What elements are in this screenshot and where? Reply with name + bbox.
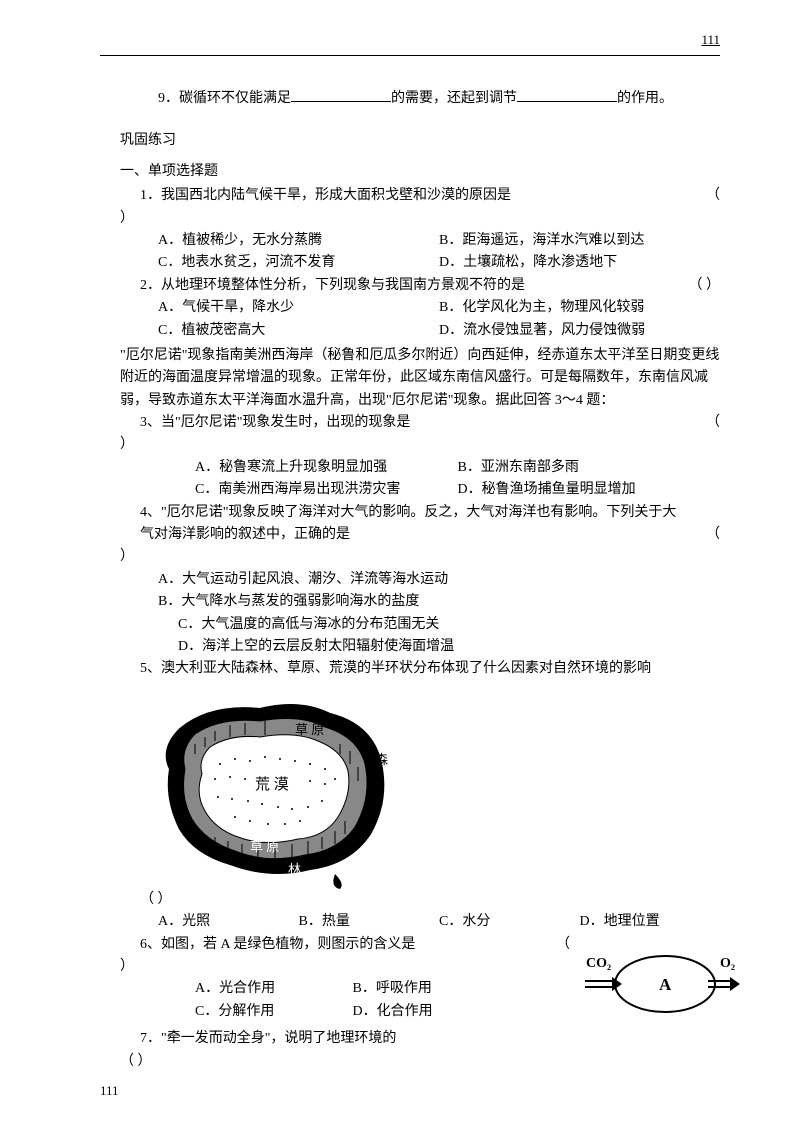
o2-label: O₂ <box>720 956 735 971</box>
q7-paren: （ ） <box>120 1051 720 1073</box>
q1-optB: B．距海遥远，海洋水汽难以到达 <box>439 230 720 252</box>
q2-options: A．气候干旱，降水少 B．化学风化为主，物理风化较弱 C．植被茂密高大 D．流水… <box>120 297 720 342</box>
q3-optA: A．秘鲁寒流上升现象明显加强 <box>195 457 458 479</box>
q1-stem: 1．我国西北内陆气候干旱，形成大面积戈壁和沙漠的原因是 <box>140 188 511 203</box>
q5-optB: B．热量 <box>299 911 440 933</box>
q1-paren-close: ） <box>120 208 720 230</box>
q6-optD: D．化合作用 <box>353 1001 511 1023</box>
q3-options: A．秘鲁寒流上升现象明显加强 B．亚洲东南部多雨 C．南美洲西海岸易出现洪涝灾害… <box>120 457 720 502</box>
q4-paren-close: ） <box>120 546 720 568</box>
q3-paren-open: （ <box>706 412 720 434</box>
q5-optC: C．水分 <box>439 911 580 933</box>
q3-optB: B．亚洲东南部多雨 <box>458 457 721 479</box>
q4-optD: D．海洋上空的云层反射太阳辐射使海面增温 <box>158 636 720 658</box>
q3-optC: C．南美洲西海岸易出现洪涝灾害 <box>195 479 458 501</box>
question-9: 9．碳循环不仅能满足 的需要，还起到调节 的作用。 <box>120 86 720 110</box>
content-area: 9．碳循环不仅能满足 的需要，还起到调节 的作用。 巩固练习 一、单项选择题 1．我… <box>100 86 720 1073</box>
q2-optC: C．植被茂密高大 <box>158 320 439 342</box>
q1-options: A．植被稀少，无水分蒸腾 B．距海遥远，海洋水汽难以到达 C．地表水贫乏，河流不… <box>120 230 720 275</box>
page-number-top: 111 <box>701 30 720 51</box>
q2-stem: 2．从地理环境整体性分析，下列现象与我国南方景观不符的是 <box>140 278 525 293</box>
q9-prefix: 9．碳循环不仅能满足 <box>158 91 291 106</box>
q1-optD: D．土壤疏松，降水渗透地下 <box>439 252 720 274</box>
q4-optA: A．大气运动引起风浪、潮汐、洋流等海水运动 <box>158 569 720 591</box>
arrow-out-head <box>730 977 740 991</box>
q9-suffix: 的作用。 <box>617 91 673 106</box>
q5-options: A．光照 B．热量 C．水分 D．地理位置 <box>120 911 720 933</box>
q4-optC: C．大气温度的高低与海冰的分布范围无关 <box>158 614 720 636</box>
q3-stem: 3、当"厄尔尼诺"现象发生时，出现的现象是 <box>140 415 410 430</box>
passage-text: "厄尔尼诺"现象指南美洲西海岸（秘鲁和厄瓜多尔附近）向西延伸，经赤道东太平洋至日… <box>120 345 720 412</box>
q1-text: 1．我国西北内陆气候干旱，形成大面积戈壁和沙漠的原因是 （ <box>120 185 720 207</box>
diagram-svg: CO₂ A O₂ <box>580 949 740 1019</box>
q6-paren-open: （ <box>556 934 570 956</box>
q9-blank1 <box>291 86 391 102</box>
q6-optA: A．光合作用 <box>195 978 353 1000</box>
q6-optB: B．呼吸作用 <box>353 978 511 1000</box>
q4-options: A．大气运动引起风浪、潮汐、洋流等海水运动 B．大气降水与蒸发的强弱影响海水的盐… <box>120 569 720 659</box>
tasmania <box>333 874 341 889</box>
section-title-2: 一、单项选择题 <box>120 161 720 183</box>
top-divider <box>100 55 720 56</box>
q2-optD: D．流水侵蚀显著，风力侵蚀微弱 <box>439 320 720 342</box>
q1-paren-open: （ <box>706 185 720 207</box>
q2-paren: （ ） <box>689 275 721 297</box>
q5-optD: D．地理位置 <box>580 911 721 933</box>
q5-optA: A．光照 <box>158 911 299 933</box>
label-forest2: 森 <box>375 752 388 767</box>
a-label: A <box>659 975 672 994</box>
q6-stem: 6、如图，若 A 是绿色植物，则图示的含义是 <box>140 937 415 952</box>
australia-map: 荒 漠 草 原 草 原 森 森 林 林 <box>140 689 400 889</box>
q6-container: 6、如图，若 A 是绿色植物，则图示的含义是 （ ） A．光合作用 B．呼吸作用… <box>120 934 720 1024</box>
co2-label: CO₂ <box>586 956 611 971</box>
q2-optB: B．化学风化为主，物理风化较弱 <box>439 297 720 319</box>
q3-paren-close: ） <box>120 434 720 456</box>
circle-diagram: CO₂ A O₂ <box>580 949 740 1019</box>
label-grass2: 草 原 <box>250 839 279 854</box>
q3-optD: D．秘鲁渔场捕鱼量明显增加 <box>458 479 721 501</box>
q1-optA: A．植被稀少，无水分蒸腾 <box>158 230 439 252</box>
q7-text: 7．"牵一发而动全身"，说明了地理环境的 <box>120 1028 720 1050</box>
q4-stem: 4、"厄尔尼诺"现象反映了海洋对大气的影响。反之，大气对海洋也有影响。下列关于大… <box>140 505 676 542</box>
q1-optC: C．地表水贫乏，河流不发育 <box>158 252 439 274</box>
label-desert: 荒 漠 <box>255 776 289 793</box>
map-svg: 荒 漠 草 原 草 原 森 森 林 林 <box>140 689 400 889</box>
q5-paren: （ ） <box>140 889 720 911</box>
label-forest1: 森 <box>176 839 189 854</box>
section-title-1: 巩固练习 <box>120 130 720 152</box>
label-grass1: 草 原 <box>295 722 324 737</box>
q3-text: 3、当"厄尔尼诺"现象发生时，出现的现象是 （ <box>120 412 720 434</box>
arrow-in-head <box>612 977 622 991</box>
q2-text: 2．从地理环境整体性分析，下列现象与我国南方景观不符的是 （ ） <box>120 275 720 297</box>
q4-paren-open: （ <box>706 524 720 546</box>
q5-text: 5、澳大利亚大陆森林、草原、荒漠的半环状分布体现了什么因素对自然环境的影响 <box>120 658 720 680</box>
label-forest3: 林 <box>288 862 301 877</box>
page-number-bottom: 111 <box>100 1081 119 1102</box>
q4-text: 4、"厄尔尼诺"现象反映了海洋对大气的影响。反之，大气对海洋也有影响。下列关于大… <box>120 502 720 547</box>
q4-optB: B．大气降水与蒸发的强弱影响海水的盐度 <box>158 591 720 613</box>
label-forest4: 林 <box>370 795 383 810</box>
q6-optC: C．分解作用 <box>195 1001 353 1023</box>
q9-blank2 <box>517 86 617 102</box>
q9-mid: 的需要，还起到调节 <box>391 91 517 106</box>
q2-optA: A．气候干旱，降水少 <box>158 297 439 319</box>
